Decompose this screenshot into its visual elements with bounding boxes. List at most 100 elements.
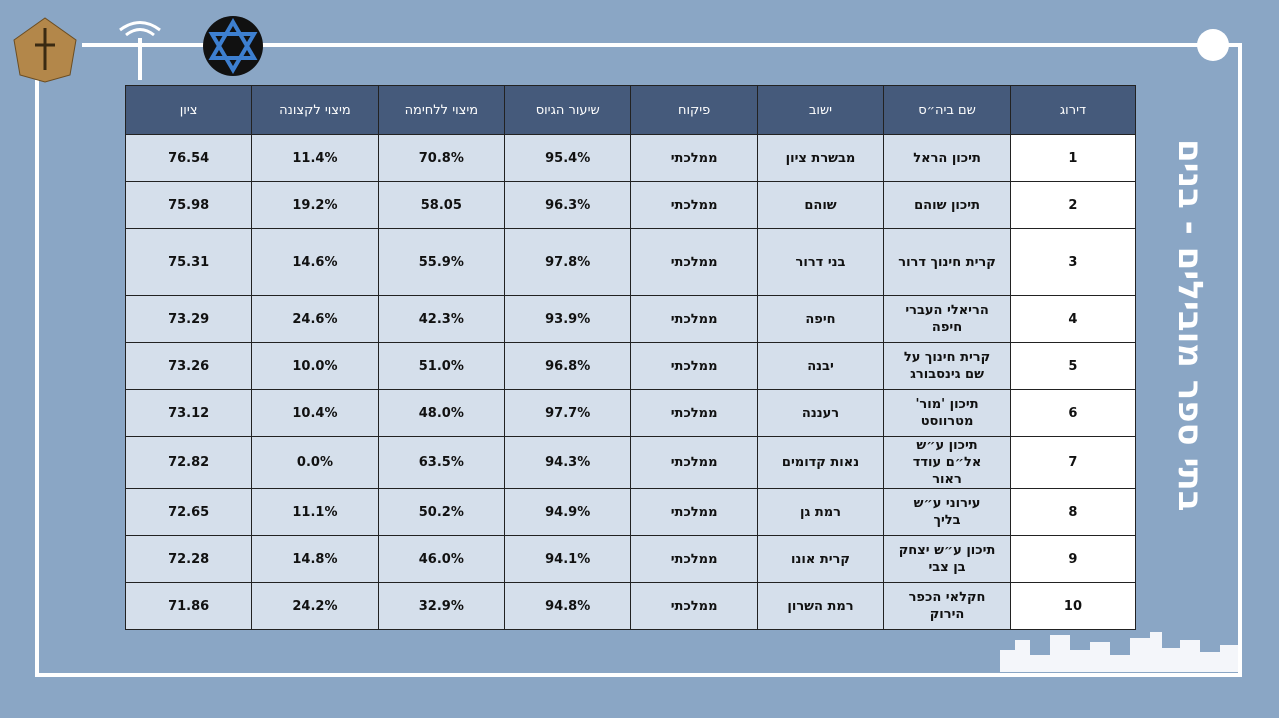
table-cell: 46.0% <box>377 535 506 583</box>
table-cell: רמת השרון <box>756 582 885 630</box>
table-cell: 48.0% <box>377 389 506 437</box>
column-header: דירוג <box>1009 85 1137 135</box>
table-row: 7 תיכון ע״ש אל״ם עודד ראור נאות קדומים ממלכ… <box>124 436 1137 489</box>
table-cell: שוהם <box>756 181 885 229</box>
table-cell: 73.12 <box>124 389 253 437</box>
table-cell: 3 <box>1009 228 1137 296</box>
table-cell: 42.3% <box>377 295 506 343</box>
table-cell: 10.4% <box>251 389 379 437</box>
table-cell: 10.0% <box>251 342 379 390</box>
table-cell: ממלכתי <box>630 488 758 536</box>
table-cell: תיכון שוהם <box>883 181 1011 229</box>
table-row: 2 תיכון שוהם שוהם ממלכתי 96.3% 58.05 19.2% 75.9… <box>124 181 1137 229</box>
table-cell: 6 <box>1009 389 1137 437</box>
table-cell: 55.9% <box>377 228 506 296</box>
table-cell: 75.31 <box>124 228 253 296</box>
table-cell: 4 <box>1009 295 1137 343</box>
table-cell: 72.65 <box>124 488 253 536</box>
table-cell: 14.8% <box>251 535 379 583</box>
column-header: שם ביה״ס <box>883 85 1011 135</box>
table-cell: 97.8% <box>504 228 632 296</box>
table-cell: 63.5% <box>377 436 506 489</box>
table-cell: תיכון ע״ש אל״ם עודד ראור <box>883 436 1011 489</box>
table-cell: 96.8% <box>504 342 632 390</box>
table-cell: חיפה <box>756 295 885 343</box>
table-cell: ממלכתי <box>630 228 758 296</box>
table-cell: 95.4% <box>504 134 632 182</box>
table-cell: קרית חינוך על שם גינסבורג <box>883 342 1011 390</box>
table-row: 4 הריאלי העברי חיפה חיפה ממלכתי 93.9% 42.3% 24… <box>124 295 1137 343</box>
table-cell: 94.9% <box>504 488 632 536</box>
table-row: 10 חקלאי הכפר הירוק רמת השרון ממלכתי 94.8% 32… <box>124 582 1137 630</box>
table-cell: 0.0% <box>251 436 379 489</box>
table-cell: יבנה <box>756 342 885 390</box>
table-cell: 94.3% <box>504 436 632 489</box>
table-cell: תיכון הראל <box>883 134 1011 182</box>
column-header: פיקוח <box>630 85 758 135</box>
table-cell: ממלכתי <box>630 181 758 229</box>
table-cell: 9 <box>1009 535 1137 583</box>
table-cell: 11.1% <box>251 488 379 536</box>
table-cell: 73.26 <box>124 342 253 390</box>
table-cell: נאות קדומים <box>756 436 885 489</box>
table-row: 1 תיכון הראל מבשרת ציון ממלכתי 95.4% 70.8% 11.… <box>124 134 1137 182</box>
table-cell: 72.82 <box>124 436 253 489</box>
table-cell: ממלכתי <box>630 389 758 437</box>
table-cell: 73.29 <box>124 295 253 343</box>
column-header: ישוב <box>756 85 885 135</box>
column-header: שיעור הגיוס <box>504 85 632 135</box>
table-cell: קרית חינוך דרור <box>883 228 1011 296</box>
table-cell: 96.3% <box>504 181 632 229</box>
header-row: דירוג שם ביה״ס ישוב פיקוח שיעור הגיוס מיצוי ל… <box>124 85 1137 135</box>
table-cell: 51.0% <box>377 342 506 390</box>
table-cell: 71.86 <box>124 582 253 630</box>
table-cell: 24.6% <box>251 295 379 343</box>
table-row: 9 תיכון ע״ש יצחק בן צבי קרית אונו ממלכתי 94.… <box>124 535 1137 583</box>
table-cell: 58.05 <box>377 181 506 229</box>
table-row: 8 עירוני ע״ש בליך רמת גן ממלכתי 94.9% 50.2% 11… <box>124 488 1137 536</box>
table-cell: ממלכתי <box>630 134 758 182</box>
table-cell: 93.9% <box>504 295 632 343</box>
table-cell: 76.54 <box>124 134 253 182</box>
table-cell: קרית אונו <box>756 535 885 583</box>
table-body: 1 תיכון הראל מבשרת ציון ממלכתי 95.4% 70.8% 11.… <box>124 134 1137 630</box>
table-cell: 14.6% <box>251 228 379 296</box>
table-cell: 32.9% <box>377 582 506 630</box>
table-cell: ממלכתי <box>630 295 758 343</box>
table-cell: 7 <box>1009 436 1137 489</box>
table-cell: ממלכתי <box>630 436 758 489</box>
table-cell: 8 <box>1009 488 1137 536</box>
column-header: מיצוי ללחימה <box>377 85 506 135</box>
column-header: מיצוי לקצונה <box>251 85 379 135</box>
table-cell: מבשרת ציון <box>756 134 885 182</box>
table-cell: ממלכתי <box>630 535 758 583</box>
table-cell: 24.2% <box>251 582 379 630</box>
table-row: 3 קרית חינוך דרור בני דרור ממלכתי 97.8% 55.9%… <box>124 228 1137 296</box>
table-cell: בני דרור <box>756 228 885 296</box>
table-cell: 11.4% <box>251 134 379 182</box>
column-header: ציון <box>124 85 253 135</box>
table-row: 6 תיכון 'מור' מטרווסט רעננה ממלכתי 97.7% 48.0… <box>124 389 1137 437</box>
table-cell: עירוני ע״ש בליך <box>883 488 1011 536</box>
table-cell: 50.2% <box>377 488 506 536</box>
table-cell: 19.2% <box>251 181 379 229</box>
table-row: 5 קרית חינוך על שם גינסבורג יבנה ממלכתי 96.8… <box>124 342 1137 390</box>
table-cell: תיכון ע״ש יצחק בן צבי <box>883 535 1011 583</box>
slide-title-box: בתי ספר מובילים - בנים <box>1150 85 1230 565</box>
table-cell: 97.7% <box>504 389 632 437</box>
table-cell: רמת גן <box>756 488 885 536</box>
table-cell: ממלכתי <box>630 342 758 390</box>
table-cell: 94.8% <box>504 582 632 630</box>
table-cell: רעננה <box>756 389 885 437</box>
table-cell: 70.8% <box>377 134 506 182</box>
table-cell: הריאלי העברי חיפה <box>883 295 1011 343</box>
table-cell: ממלכתי <box>630 582 758 630</box>
table-cell: 5 <box>1009 342 1137 390</box>
table-cell: חקלאי הכפר הירוק <box>883 582 1011 630</box>
table-cell: 1 <box>1009 134 1137 182</box>
table-cell: תיכון 'מור' מטרווסט <box>883 389 1011 437</box>
slide-title: בתי ספר מובילים - בנים <box>1170 138 1210 512</box>
table-cell: 10 <box>1009 582 1137 630</box>
